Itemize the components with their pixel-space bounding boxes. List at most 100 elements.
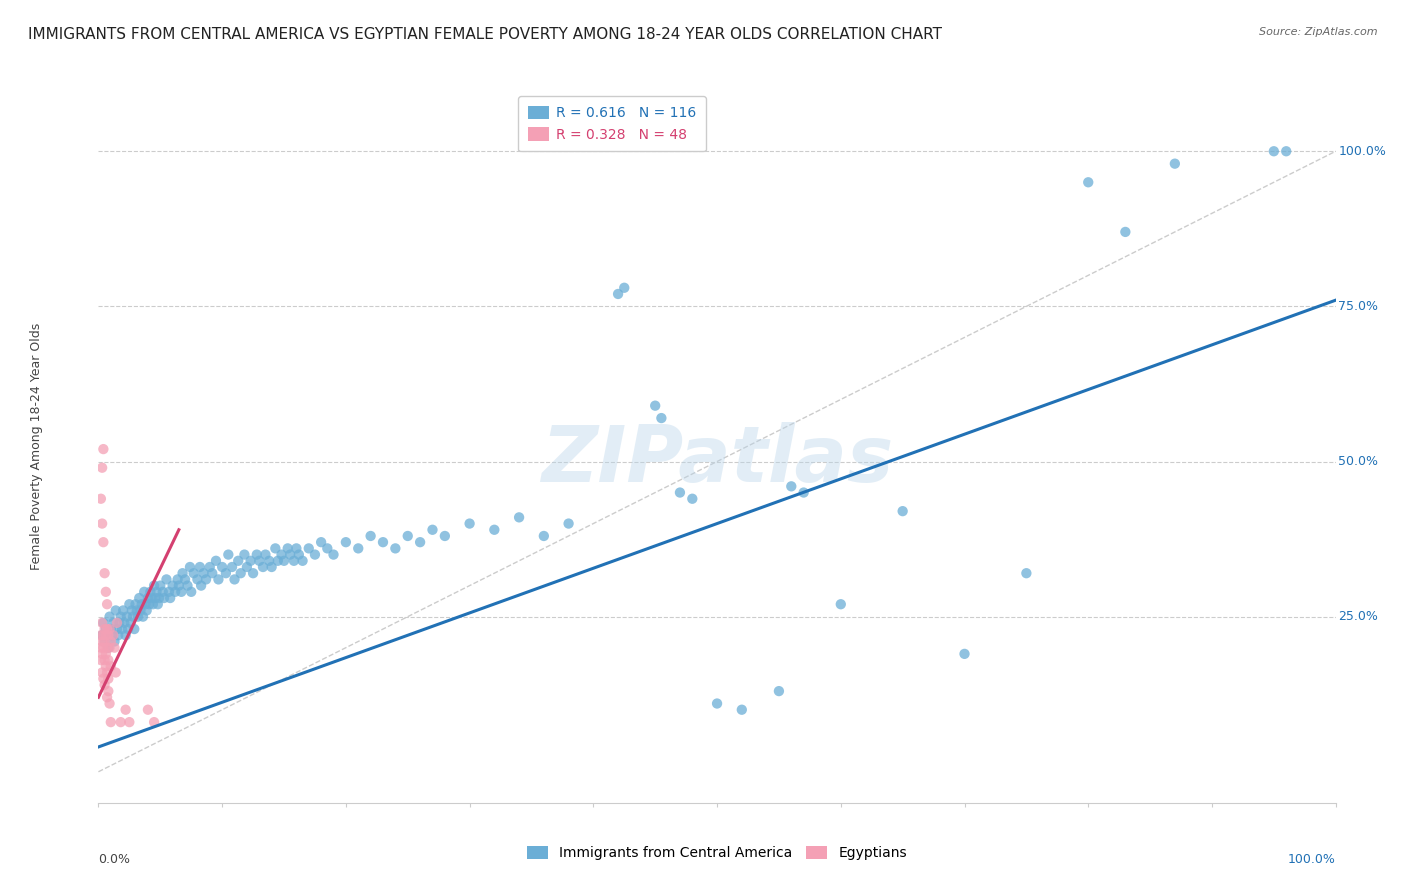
Point xyxy=(335,535,357,549)
Point xyxy=(1164,156,1187,170)
Point xyxy=(360,529,382,543)
Point xyxy=(229,566,252,581)
Point xyxy=(91,628,114,642)
Text: ZIPatlas: ZIPatlas xyxy=(541,422,893,499)
Point xyxy=(149,579,172,593)
Point xyxy=(96,640,118,655)
Point xyxy=(93,628,115,642)
Point xyxy=(201,566,224,581)
Point xyxy=(607,287,630,301)
Point xyxy=(104,665,127,680)
Point xyxy=(224,573,246,587)
Point xyxy=(176,579,198,593)
Point xyxy=(97,640,120,655)
Point xyxy=(91,634,114,648)
Point xyxy=(458,516,481,531)
Point xyxy=(135,603,157,617)
Point xyxy=(316,541,339,556)
Point xyxy=(97,672,120,686)
Point xyxy=(793,485,815,500)
Point xyxy=(131,597,153,611)
Point xyxy=(97,684,120,698)
Point xyxy=(138,597,160,611)
Point xyxy=(221,560,243,574)
Point xyxy=(121,603,143,617)
Point xyxy=(669,485,692,500)
Point xyxy=(278,548,301,562)
Point xyxy=(186,573,208,587)
Point xyxy=(91,516,114,531)
Point xyxy=(103,628,125,642)
Point xyxy=(114,703,136,717)
Point xyxy=(273,554,295,568)
Point xyxy=(190,579,212,593)
Point xyxy=(146,597,169,611)
Point xyxy=(1015,566,1038,581)
Point xyxy=(118,597,141,611)
Point xyxy=(139,584,162,599)
Point xyxy=(731,703,754,717)
Point xyxy=(508,510,530,524)
Text: 100.0%: 100.0% xyxy=(1339,145,1386,158)
Point xyxy=(153,591,176,605)
Point xyxy=(115,609,138,624)
Point xyxy=(112,615,135,630)
Point xyxy=(134,597,156,611)
Point xyxy=(91,647,114,661)
Point xyxy=(93,672,115,686)
Point xyxy=(94,647,117,661)
Point xyxy=(195,573,218,587)
Point xyxy=(162,579,184,593)
Point xyxy=(260,560,283,574)
Point xyxy=(94,622,117,636)
Point xyxy=(484,523,506,537)
Point xyxy=(681,491,703,506)
Point xyxy=(226,554,249,568)
Point xyxy=(304,548,326,562)
Point xyxy=(644,399,666,413)
Point xyxy=(166,573,188,587)
Point xyxy=(111,622,134,636)
Point xyxy=(98,622,121,636)
Point xyxy=(134,584,156,599)
Point xyxy=(108,615,131,630)
Point xyxy=(96,690,118,705)
Point xyxy=(285,541,308,556)
Point xyxy=(252,560,274,574)
Point xyxy=(90,653,112,667)
Point xyxy=(145,584,167,599)
Point xyxy=(93,615,115,630)
Point xyxy=(288,548,311,562)
Point xyxy=(291,554,314,568)
Point xyxy=(118,715,141,730)
Point xyxy=(650,411,672,425)
Point xyxy=(96,665,118,680)
Point xyxy=(112,603,135,617)
Point xyxy=(830,597,852,611)
Point xyxy=(93,634,115,648)
Point xyxy=(270,548,292,562)
Point xyxy=(100,634,122,648)
Point xyxy=(97,628,120,642)
Point xyxy=(433,529,456,543)
Text: 0.0%: 0.0% xyxy=(98,853,131,866)
Point xyxy=(128,591,150,605)
Point xyxy=(396,529,419,543)
Point xyxy=(242,566,264,581)
Point xyxy=(100,659,122,673)
Point xyxy=(254,548,277,562)
Point xyxy=(217,548,239,562)
Point xyxy=(96,628,118,642)
Point xyxy=(114,628,136,642)
Point xyxy=(170,584,193,599)
Text: 25.0%: 25.0% xyxy=(1339,610,1378,624)
Point xyxy=(1275,145,1298,159)
Point xyxy=(198,560,221,574)
Point xyxy=(103,634,125,648)
Point xyxy=(103,640,125,655)
Point xyxy=(93,535,115,549)
Point xyxy=(100,622,122,636)
Point xyxy=(93,442,115,456)
Point xyxy=(110,715,132,730)
Point xyxy=(384,541,406,556)
